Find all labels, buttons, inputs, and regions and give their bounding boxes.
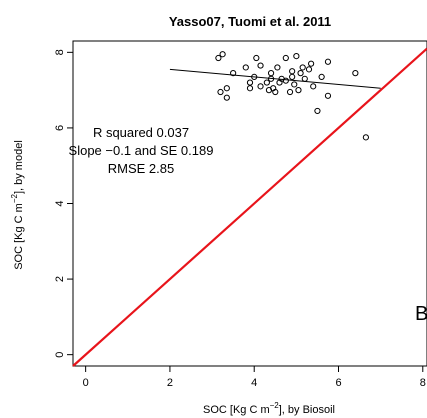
data-point — [324, 92, 332, 99]
chart-title: Yasso07, Tuomi et al. 2011 — [169, 14, 331, 29]
data-point — [272, 88, 279, 96]
data-point — [308, 60, 315, 67]
data-point — [246, 79, 254, 86]
data-point — [253, 54, 260, 62]
data-point — [263, 79, 270, 86]
x-tick-label: 2 — [167, 377, 173, 389]
data-point — [217, 88, 224, 96]
data-point — [293, 53, 300, 60]
data-point — [242, 64, 249, 71]
data-points — [215, 51, 369, 141]
data-point — [219, 51, 226, 58]
data-point — [267, 70, 275, 77]
data-point — [230, 70, 237, 77]
data-point — [310, 83, 317, 90]
regression-line — [169, 68, 381, 89]
x-axis: 0 2 4 6 8 — [83, 366, 426, 389]
data-point — [295, 87, 302, 94]
data-point — [286, 88, 294, 96]
data-point — [223, 94, 230, 101]
data-point — [251, 73, 258, 81]
y-tick-label: 4 — [54, 200, 66, 206]
y-axis: 0 2 4 6 8 — [54, 49, 73, 358]
data-point — [282, 77, 289, 84]
data-point — [299, 64, 306, 71]
x-tick-label: 4 — [251, 377, 257, 389]
data-point — [297, 70, 304, 77]
data-point — [282, 54, 289, 62]
x-tick-label: 8 — [420, 377, 426, 389]
one-to-one-line — [72, 47, 427, 367]
y-axis-label: SOC [Kg C m−2], by model — [10, 140, 25, 270]
data-point — [257, 62, 264, 69]
r-squared-label: R squared 0.037 — [93, 125, 189, 140]
data-point — [274, 64, 281, 71]
data-point — [362, 134, 369, 141]
data-point — [324, 58, 332, 65]
y-tick-label: 2 — [54, 276, 66, 282]
data-point — [289, 73, 296, 81]
data-point — [305, 66, 313, 73]
data-point — [257, 83, 264, 90]
data-point — [314, 107, 321, 115]
x-tick-label: 6 — [335, 377, 341, 389]
data-point — [246, 85, 254, 92]
y-tick-label: 6 — [54, 125, 66, 131]
data-point — [289, 68, 296, 75]
data-point — [291, 81, 298, 88]
panel-letter: B — [415, 303, 427, 325]
x-axis-label: SOC [Kg C m−2], by Biosoil — [203, 401, 335, 416]
data-point — [352, 70, 359, 77]
slope-label: Slope −0.1 and SE 0.189 — [69, 143, 214, 158]
data-point — [215, 54, 222, 62]
y-tick-label: 0 — [54, 352, 66, 358]
rmse-label: RMSE 2.85 — [108, 161, 174, 176]
data-point — [301, 75, 308, 82]
data-point — [318, 73, 325, 81]
data-point — [223, 85, 230, 92]
y-tick-label: 8 — [54, 49, 66, 55]
x-tick-label: 0 — [83, 377, 89, 389]
